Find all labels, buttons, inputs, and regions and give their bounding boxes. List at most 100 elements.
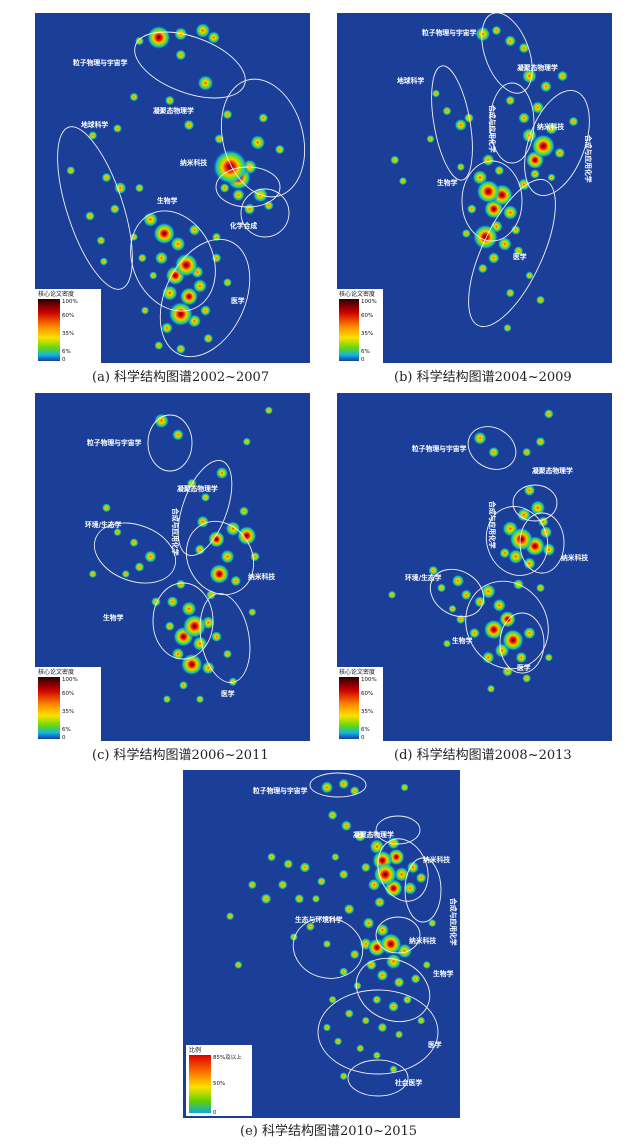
density-point — [222, 277, 233, 288]
density-point — [161, 322, 173, 334]
density-point — [547, 173, 556, 182]
cluster-label: 医学 — [513, 252, 527, 261]
density-point — [222, 649, 233, 659]
density-point — [219, 183, 230, 193]
density-point — [491, 25, 502, 36]
density-point — [197, 75, 214, 91]
cluster-outline — [375, 916, 421, 954]
density-point — [331, 852, 340, 862]
density-point — [372, 1051, 382, 1060]
density-point — [274, 144, 285, 155]
density-point — [477, 263, 488, 274]
density-point — [239, 506, 249, 517]
cluster-label: 纳米科技 — [409, 936, 436, 945]
density-point — [426, 134, 435, 144]
density-point — [149, 271, 158, 280]
panel-b-legend: 核心论文密度 100% 60% 35% 6% 0 — [337, 289, 383, 363]
legend-tick: 35% — [361, 709, 373, 715]
cluster-label: 凝聚态物理学 — [177, 484, 218, 493]
density-point — [522, 447, 532, 457]
legend-tick: 35% — [361, 331, 373, 337]
cluster-label: 社会医学 — [394, 1078, 422, 1087]
density-point — [474, 595, 486, 608]
legend-title: 核心论文密度 — [38, 668, 74, 676]
legend-tick: 6% — [62, 727, 71, 733]
density-point — [195, 695, 205, 704]
density-point — [343, 903, 355, 915]
cluster-label: 纳米科技 — [423, 855, 450, 864]
density-point — [403, 881, 417, 895]
density-point — [209, 563, 230, 585]
cluster-label: 地球科学 — [397, 76, 424, 85]
cluster-outline — [317, 989, 439, 1075]
density-point — [134, 562, 145, 572]
legend-tick: 60% — [361, 691, 373, 697]
density-point — [499, 547, 511, 559]
legend-title: 核心论文密度 — [339, 290, 375, 298]
cluster-outline — [461, 160, 523, 242]
density-point — [267, 852, 277, 862]
density-point — [349, 949, 360, 960]
density-point — [294, 893, 305, 904]
density-point — [521, 68, 538, 84]
density-point — [372, 995, 382, 1005]
cluster-outline — [134, 31, 246, 99]
density-point — [456, 162, 465, 172]
density-point — [497, 236, 512, 252]
cluster-label: 环境/生态学 — [405, 573, 442, 582]
cluster-outline — [524, 89, 590, 197]
density-point — [518, 112, 530, 124]
density-point — [121, 569, 130, 579]
legend-tick: 35% — [62, 709, 74, 715]
density-point — [530, 169, 540, 179]
cluster-label: 粒子物理与宇宙学 — [87, 438, 142, 447]
legend-tick: 0 — [62, 735, 66, 741]
density-point — [544, 653, 553, 662]
cluster-outline — [512, 484, 558, 522]
cluster-label: 粒子物理与宇宙学 — [422, 28, 477, 37]
density-point — [180, 653, 203, 676]
density-point — [360, 862, 371, 873]
cluster-label: 粒子物理与宇宙学 — [412, 444, 467, 453]
panel-e-legend: 比例 85%及以上 50% 0 — [186, 1045, 252, 1116]
density-point — [208, 530, 225, 548]
density-point — [88, 569, 97, 579]
cluster-outline — [465, 580, 549, 670]
density-point — [522, 673, 532, 683]
density-point — [504, 35, 517, 47]
density-point — [473, 431, 487, 445]
density-point — [166, 595, 179, 608]
density-point — [154, 340, 164, 351]
cluster-label: 纳米科技 — [180, 158, 207, 167]
density-point — [316, 876, 327, 886]
density-point — [129, 92, 139, 102]
density-point — [234, 960, 243, 970]
density-point — [85, 211, 95, 221]
density-point — [387, 836, 400, 850]
density-point — [422, 960, 431, 970]
density-point — [311, 894, 321, 903]
density-point — [211, 631, 222, 643]
density-point — [258, 113, 269, 123]
density-point — [339, 967, 349, 977]
panel-c-cluster-outlines — [93, 414, 255, 683]
caption-e: (e) 科学结构图谱2010~2015 — [240, 1123, 417, 1139]
density-point — [101, 172, 112, 183]
density-point — [211, 253, 222, 263]
density-point — [387, 590, 397, 599]
density-point — [142, 211, 159, 228]
density-point — [200, 305, 211, 316]
density-point — [515, 651, 528, 664]
cluster-outline — [485, 506, 549, 576]
density-point — [505, 95, 516, 106]
density-point — [283, 859, 294, 869]
density-point — [535, 295, 546, 305]
density-point — [170, 236, 186, 252]
density-point — [195, 22, 211, 39]
density-point — [402, 995, 412, 1005]
density-point — [356, 1044, 365, 1053]
density-point — [494, 165, 505, 176]
density-point — [328, 995, 337, 1004]
cluster-outline — [152, 582, 214, 660]
density-point — [175, 579, 186, 590]
